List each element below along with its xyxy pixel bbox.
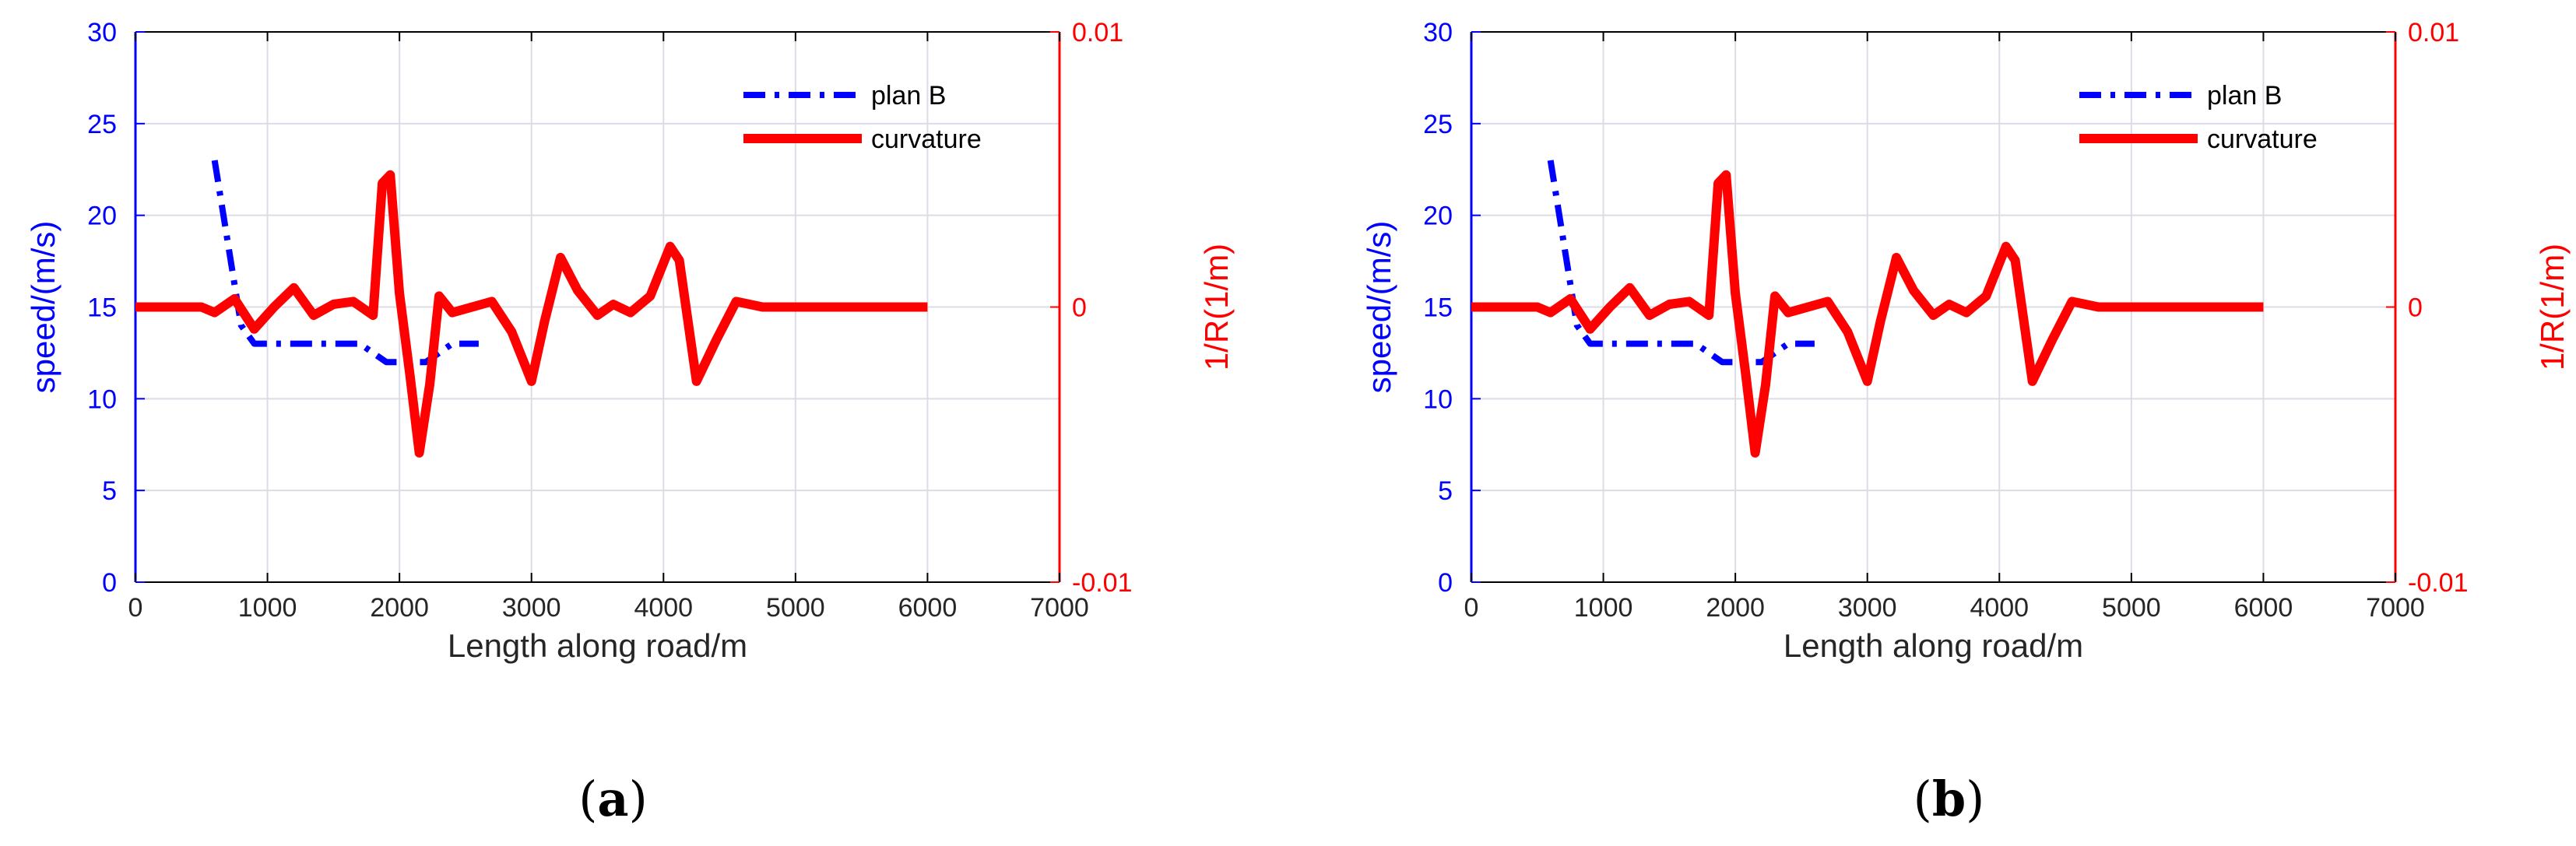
y-left-tick-label: 30 xyxy=(1423,18,1453,47)
y-left-tick-label: 5 xyxy=(102,476,117,506)
x-tick-label: 7000 xyxy=(1030,593,1089,623)
x-tick-label: 4000 xyxy=(1970,593,2029,623)
x-tick-label: 5000 xyxy=(766,593,825,623)
series-line-curvature xyxy=(1471,170,2264,458)
y-left-axis-label: speed/(m/s) xyxy=(1361,221,1397,394)
x-axis-label: Length along road/m xyxy=(1784,627,2083,664)
y-left-tick-label: 25 xyxy=(87,110,117,139)
y-right-tick-label: -0.01 xyxy=(1072,568,1133,598)
y-left-tick-label: 10 xyxy=(1423,384,1453,414)
y-left-axis-label: speed/(m/s) xyxy=(25,221,62,394)
x-tick-label: 7000 xyxy=(2366,593,2425,623)
x-tick-label: 4000 xyxy=(634,593,693,623)
legend-label: curvature xyxy=(2207,125,2318,154)
x-tick-label: 5000 xyxy=(2102,593,2161,623)
legend-label: curvature xyxy=(871,125,982,154)
x-axis-label: Length along road/m xyxy=(448,627,747,664)
y-left-tick-label: 30 xyxy=(87,18,117,47)
y-left-tick-label: 5 xyxy=(1438,476,1453,506)
y-right-axis-label: 1/R(1/m) xyxy=(2534,244,2571,370)
y-right-tick-label: 0 xyxy=(1072,293,1087,323)
x-tick-label: 6000 xyxy=(898,593,958,623)
y-left-tick-label: 10 xyxy=(87,384,117,414)
y-left-tick-label: 20 xyxy=(87,202,117,231)
panel-a: 0 1000 2000 3000 4000 5000 6000 7000 0 5 10 15 20 25 3… xyxy=(25,18,1235,827)
y-left-tick-label: 20 xyxy=(1423,202,1453,231)
y-left-tick-label: 0 xyxy=(1438,568,1453,598)
y-right-axis-label: 1/R(1/m) xyxy=(1198,244,1235,370)
panel-caption: (b) xyxy=(1914,771,1985,827)
legend: plan B curvature xyxy=(2079,81,2318,154)
y-left-tick-label: 0 xyxy=(102,568,117,598)
y-right-tick-label: -0.01 xyxy=(2408,568,2469,598)
legend-label: plan B xyxy=(871,81,946,111)
legend-label: plan B xyxy=(2207,81,2282,111)
y-right-tick-label: 0 xyxy=(2408,293,2423,323)
x-tick-label: 1000 xyxy=(1574,593,1633,623)
panel-caption: (a) xyxy=(578,771,648,827)
panel-b: 0 1000 2000 3000 4000 5000 6000 7000 0 5 10 15 20 25 3… xyxy=(1361,18,2571,827)
y-left-tick-label: 15 xyxy=(87,293,117,323)
y-left-tick-label: 15 xyxy=(1423,293,1453,323)
x-tick-label: 2000 xyxy=(1706,593,1765,623)
x-tick-label: 3000 xyxy=(1838,593,1897,623)
series-line-curvature xyxy=(135,170,928,458)
x-tick-label: 0 xyxy=(1464,593,1479,623)
y-left-tick-label: 25 xyxy=(1423,110,1453,139)
x-tick-label: 3000 xyxy=(502,593,561,623)
y-right-tick-label: 0.01 xyxy=(1072,18,1123,47)
series-line-plan-b xyxy=(1547,160,1815,366)
x-tick-label: 0 xyxy=(128,593,143,623)
x-tick-label: 6000 xyxy=(2234,593,2293,623)
series-line-plan-b xyxy=(211,160,479,366)
x-tick-label: 2000 xyxy=(370,593,429,623)
legend: plan B curvature xyxy=(743,81,982,154)
x-tick-label: 1000 xyxy=(238,593,297,623)
y-right-tick-label: 0.01 xyxy=(2408,18,2459,47)
